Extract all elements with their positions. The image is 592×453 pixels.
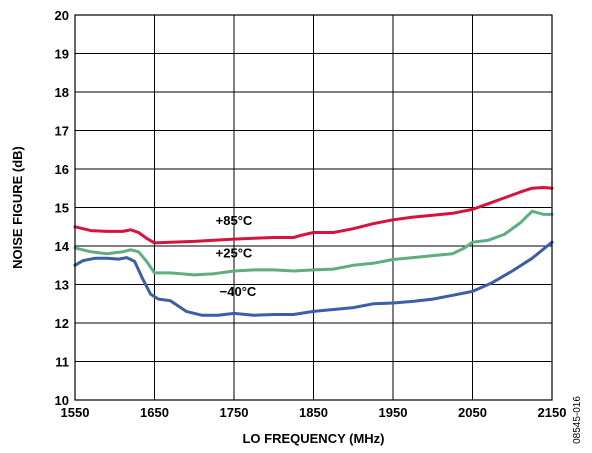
series-line-1 — [73, 186, 554, 245]
y-tick-label: 19 — [55, 47, 69, 62]
series-lines — [73, 186, 554, 317]
y-tick-label: 16 — [55, 162, 69, 177]
series-label-3: −40°C — [220, 284, 257, 299]
figure-id: 08545-016 — [572, 396, 583, 444]
x-tick-label: 1550 — [61, 405, 90, 420]
x-tick-label: 1650 — [140, 405, 169, 420]
series-line-2 — [73, 209, 554, 277]
y-tick-label: 12 — [55, 316, 69, 331]
x-tick-label: 1850 — [299, 405, 328, 420]
series-label-2: +25°C — [216, 246, 253, 261]
x-tick-label: 2050 — [458, 405, 487, 420]
x-tick-labels: 1550 1650 1750 1850 1950 2050 2150 — [61, 405, 567, 420]
x-tick-label: 2150 — [538, 405, 567, 420]
y-axis-label: NOISE FIGURE (dB) — [10, 146, 25, 269]
x-tick-label: 1950 — [379, 405, 408, 420]
y-tick-label: 10 — [55, 393, 69, 408]
y-tick-label: 17 — [55, 124, 69, 139]
x-tick-label: 1750 — [220, 405, 249, 420]
y-tick-label: 15 — [55, 201, 69, 216]
x-axis-label: LO FREQUENCY (MHz) — [242, 431, 384, 446]
y-tick-label: 11 — [55, 355, 69, 370]
y-tick-label: 13 — [55, 278, 69, 293]
plot-frame — [74, 14, 553, 401]
y-tick-labels: 10 11 12 13 14 15 16 17 18 19 20 — [55, 8, 70, 408]
series-line-3 — [73, 240, 554, 317]
y-tick-label: 18 — [55, 85, 69, 100]
y-tick-label: 20 — [55, 8, 69, 23]
series-label-1: +85°C — [216, 213, 253, 228]
y-tick-label: 14 — [55, 239, 70, 254]
series-labels: +85°C +25°C −40°C — [216, 213, 257, 299]
